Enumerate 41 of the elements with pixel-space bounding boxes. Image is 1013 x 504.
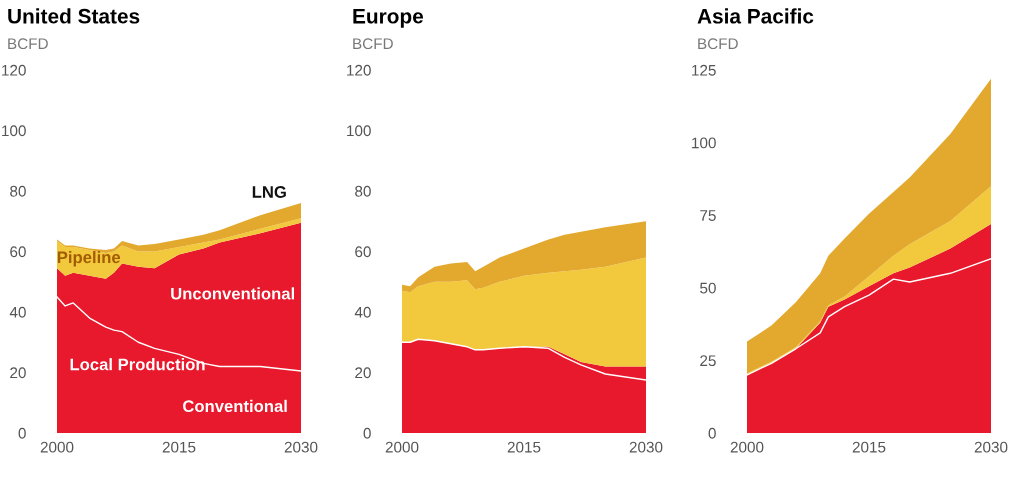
- y-tick-label: 25: [700, 355, 716, 367]
- y-axis-title: BCFD: [8, 38, 48, 50]
- y-tick-label: 40: [354, 306, 371, 318]
- y-tick-label: 100: [2, 125, 26, 137]
- x-tick-label: 2015: [162, 441, 196, 453]
- y-axis-title: BCFD: [353, 38, 393, 50]
- y-tick-label: 0: [708, 427, 716, 439]
- y-tick-label: 60: [355, 246, 371, 258]
- x-tick-label: 2030: [629, 441, 663, 453]
- y-tick-label: 50: [700, 282, 716, 294]
- y-tick-label: 80: [10, 185, 26, 197]
- chart-title: Asia Pacific: [697, 8, 814, 24]
- annotation: LNG: [252, 186, 286, 198]
- x-tick-label: 2000: [730, 441, 764, 453]
- x-tick-label: 2030: [284, 441, 318, 453]
- y-tick-label: 20: [10, 367, 26, 379]
- chart-title: United States: [8, 8, 140, 24]
- x-tick-label: 2015: [507, 441, 541, 453]
- y-tick-label: 0: [18, 427, 26, 439]
- chart-title: Europe: [353, 9, 424, 28]
- annotation: Pipeline: [57, 250, 121, 267]
- y-tick-label: 75: [700, 210, 716, 221]
- y-tick-label: 60: [10, 246, 26, 258]
- y-tick-label: 80: [355, 185, 371, 197]
- x-tick-label: 2030: [974, 441, 1008, 453]
- x-tick-label: 2000: [385, 441, 419, 453]
- x-tick-label: 2015: [852, 441, 886, 453]
- annotation: Unconventional: [171, 287, 295, 300]
- y-tick-label: 120: [347, 64, 371, 76]
- y-axis-title: BCFD: [698, 38, 738, 50]
- y-tick-label: 0: [363, 427, 371, 439]
- annotation: Local Production: [70, 358, 205, 371]
- annotation: Conventional: [183, 399, 287, 413]
- y-tick-label: 100: [692, 137, 716, 149]
- y-tick-label: 125: [692, 64, 716, 76]
- y-tick-label: 40: [9, 306, 26, 318]
- x-tick-label: 2000: [40, 441, 74, 453]
- y-tick-label: 100: [347, 125, 371, 137]
- line-series: [747, 258, 991, 376]
- y-tick-label: 120: [2, 64, 26, 76]
- y-tick-label: 20: [355, 367, 371, 379]
